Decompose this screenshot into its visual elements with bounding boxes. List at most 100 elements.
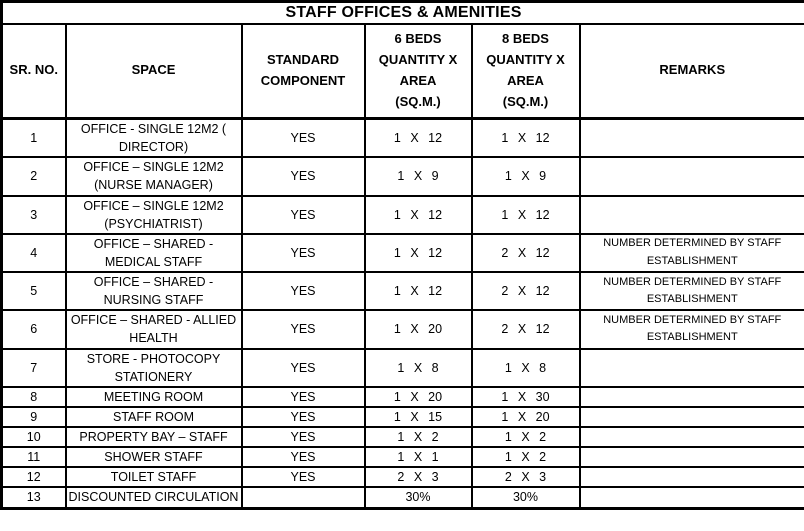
cell-standard-component: YES (240, 446, 366, 469)
table-title: STAFF OFFICES & AMENITIES (0, 0, 804, 25)
cell-sr-no: 7 (0, 347, 67, 388)
cell-sr-no: 5 (0, 270, 67, 312)
cell-6-beds-quantity: 1 X 8 (363, 347, 473, 388)
cell-6-beds-quantity: 1 X 12 (363, 232, 473, 274)
col-header-sr-no: SR. NO. (0, 22, 67, 120)
cell-8-beds-quantity: 2 X 3 (470, 466, 581, 489)
cell-standard-component: YES (240, 466, 366, 489)
table-row: 4 OFFICE – SHARED - MEDICAL STAFF YES 1 … (0, 232, 804, 274)
cell-sr-no: 8 (0, 385, 67, 408)
cell-sr-no: 2 (0, 156, 67, 197)
cell-6-beds-quantity: 2 X 3 (363, 466, 473, 489)
cell-standard-component: YES (240, 405, 366, 429)
cell-sr-no: 10 (0, 425, 67, 449)
cell-space: MEETING ROOM (64, 385, 243, 408)
cell-sr-no: 9 (0, 405, 67, 429)
cell-remarks (578, 347, 804, 388)
cell-remarks (578, 117, 804, 159)
cell-6-beds-quantity: 1 X 1 (363, 446, 473, 469)
table-row: 8 MEETING ROOM YES 1 X 20 1 X 30 (0, 385, 804, 408)
table-row: 2 OFFICE – SINGLE 12M2 (NURSE MANAGER) Y… (0, 156, 804, 197)
cell-6-beds-quantity: 1 X 15 (363, 405, 473, 429)
cell-6-beds-quantity: 1 X 20 (363, 309, 473, 350)
col-header-6-beds: 6 BEDS QUANTITY X AREA (SQ.M.) (363, 22, 473, 120)
cell-6-beds-quantity: 1 X 2 (363, 425, 473, 449)
cell-8-beds-quantity: 1 X 2 (470, 425, 581, 449)
cell-sr-no: 12 (0, 466, 67, 489)
cell-6-beds-quantity: 1 X 12 (363, 270, 473, 312)
cell-standard-component: YES (240, 347, 366, 388)
cell-sr-no: 11 (0, 446, 67, 469)
cell-standard-component: YES (240, 194, 366, 235)
cell-remarks (578, 194, 804, 235)
col-header-8-beds: 8 BEDS QUANTITY X AREA (SQ.M.) (470, 22, 581, 120)
cell-standard-component: YES (240, 270, 366, 312)
cell-8-beds-quantity: 1 X 12 (470, 117, 581, 159)
cell-space: OFFICE – SINGLE 12M2 (PSYCHIATRIST) (64, 194, 243, 235)
cell-space: OFFICE – SINGLE 12M2 (NURSE MANAGER) (64, 156, 243, 197)
cell-space: STAFF ROOM (64, 405, 243, 429)
cell-8-beds-quantity: 1 X 2 (470, 446, 581, 469)
cell-8-beds-quantity: 30% (470, 486, 581, 509)
cell-standard-component: YES (240, 156, 366, 197)
cell-space: DISCOUNTED CIRCULATION (64, 486, 243, 509)
cell-8-beds-quantity: 1 X 30 (470, 385, 581, 408)
cell-8-beds-quantity: 1 X 9 (470, 156, 581, 197)
column-header-row: SR. NO. SPACE STANDARD COMPONENT 6 BEDS … (0, 22, 804, 120)
cell-standard-component: YES (240, 385, 366, 408)
staff-offices-amenities-table: STAFF OFFICES & AMENITIES SR. NO. SPACE … (0, 0, 804, 510)
table-row: 5 OFFICE – SHARED - NURSING STAFF YES 1 … (0, 270, 804, 312)
table-row: 13 DISCOUNTED CIRCULATION 30% 30% (0, 486, 804, 509)
cell-space: TOILET STAFF (64, 466, 243, 489)
col-header-space: SPACE (64, 22, 243, 120)
cell-remarks: NUMBER DETERMINED BY STAFF ESTABLISHMENT (578, 309, 804, 350)
cell-sr-no: 3 (0, 194, 67, 235)
cell-remarks (578, 486, 804, 509)
cell-space: PROPERTY BAY – STAFF (64, 425, 243, 449)
cell-8-beds-quantity: 2 X 12 (470, 270, 581, 312)
cell-8-beds-quantity: 2 X 12 (470, 309, 581, 350)
cell-remarks (578, 385, 804, 408)
cell-remarks: NUMBER DETERMINED BY STAFF ESTABLISHMENT (578, 270, 804, 312)
table-row: 9 STAFF ROOM YES 1 X 15 1 X 20 (0, 405, 804, 429)
cell-space: STORE - PHOTOCOPY STATIONERY (64, 347, 243, 388)
cell-remarks (578, 425, 804, 449)
cell-remarks: NUMBER DETERMINED BY STAFF ESTABLISHMENT (578, 232, 804, 274)
cell-standard-component: YES (240, 232, 366, 274)
cell-space: OFFICE – SHARED - NURSING STAFF (64, 270, 243, 312)
cell-remarks (578, 405, 804, 429)
table-row: 10 PROPERTY BAY – STAFF YES 1 X 2 1 X 2 (0, 425, 804, 449)
cell-remarks (578, 156, 804, 197)
table-row: 3 OFFICE – SINGLE 12M2 (PSYCHIATRIST) YE… (0, 194, 804, 235)
cell-space: OFFICE - SINGLE 12M2 ( DIRECTOR) (64, 117, 243, 159)
cell-8-beds-quantity: 1 X 8 (470, 347, 581, 388)
cell-6-beds-quantity: 30% (363, 486, 473, 509)
col-header-standard-component: STANDARD COMPONENT (240, 22, 366, 120)
cell-8-beds-quantity: 1 X 12 (470, 194, 581, 235)
table-row: 7 STORE - PHOTOCOPY STATIONERY YES 1 X 8… (0, 347, 804, 388)
table-row: 12 TOILET STAFF YES 2 X 3 2 X 3 (0, 466, 804, 489)
cell-sr-no: 13 (0, 486, 67, 509)
table-row: 6 OFFICE – SHARED - ALLIED HEALTH YES 1 … (0, 309, 804, 350)
table-row: 1 OFFICE - SINGLE 12M2 ( DIRECTOR) YES 1… (0, 117, 804, 159)
cell-6-beds-quantity: 1 X 12 (363, 117, 473, 159)
cell-standard-component (240, 486, 366, 509)
col-header-remarks: REMARKS (578, 22, 804, 120)
cell-standard-component: YES (240, 309, 366, 350)
cell-space: OFFICE – SHARED - ALLIED HEALTH (64, 309, 243, 350)
cell-sr-no: 6 (0, 309, 67, 350)
cell-8-beds-quantity: 2 X 12 (470, 232, 581, 274)
cell-6-beds-quantity: 1 X 20 (363, 385, 473, 408)
cell-8-beds-quantity: 1 X 20 (470, 405, 581, 429)
cell-sr-no: 4 (0, 232, 67, 274)
cell-standard-component: YES (240, 117, 366, 159)
cell-6-beds-quantity: 1 X 12 (363, 194, 473, 235)
cell-space: OFFICE – SHARED - MEDICAL STAFF (64, 232, 243, 274)
table-row: 11 SHOWER STAFF YES 1 X 1 1 X 2 (0, 446, 804, 469)
title-row: STAFF OFFICES & AMENITIES (0, 0, 804, 25)
cell-remarks (578, 446, 804, 469)
cell-standard-component: YES (240, 425, 366, 449)
cell-remarks (578, 466, 804, 489)
cell-6-beds-quantity: 1 X 9 (363, 156, 473, 197)
